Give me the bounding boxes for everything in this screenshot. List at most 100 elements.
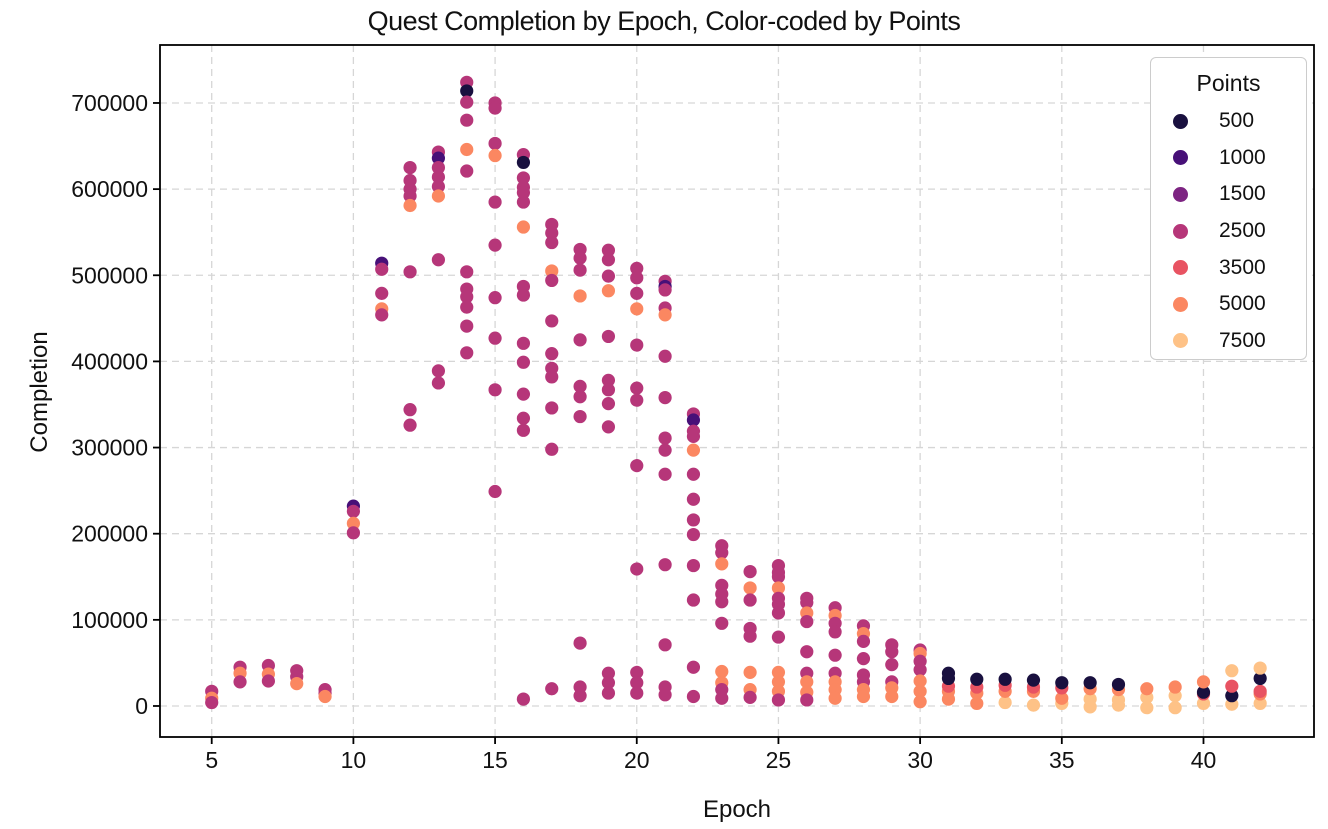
x-axis-label: Epoch	[702, 796, 772, 823]
scatter-point	[715, 595, 729, 609]
scatter-point	[800, 693, 814, 707]
scatter-point	[516, 195, 531, 209]
scatter-point	[630, 393, 644, 407]
scatter-point	[516, 185, 531, 200]
scatter-point	[573, 636, 587, 650]
scatter-point	[658, 467, 672, 481]
legend-entry-label: 2500	[1219, 219, 1266, 243]
scatter-point	[1055, 691, 1069, 705]
scatter-point	[403, 198, 417, 213]
scatter-point	[346, 516, 360, 530]
scatter-point	[573, 333, 587, 347]
scatter-point	[573, 263, 587, 277]
scatter-point	[545, 370, 559, 384]
scatter-point	[630, 665, 644, 679]
legend-title: Points	[1196, 70, 1261, 96]
scatter-point	[771, 630, 786, 644]
scatter-point	[545, 442, 559, 456]
x-tick-label: 20	[624, 747, 650, 773]
scatter-point	[205, 695, 219, 710]
scatter-point	[318, 689, 332, 704]
scatter-point	[800, 596, 814, 610]
scatter-point	[516, 288, 531, 302]
scatter-point	[573, 689, 587, 703]
scatter-point	[460, 95, 474, 109]
scatter-point	[715, 664, 729, 679]
scatter-point	[686, 593, 701, 607]
scatter-point	[601, 284, 616, 298]
scatter-point	[686, 413, 701, 427]
scatter-point	[488, 148, 502, 163]
scatter-point	[460, 142, 474, 157]
scatter-point	[233, 675, 247, 689]
x-tick-label: 25	[766, 747, 792, 773]
scatter-point	[1253, 671, 1267, 686]
scatter-point	[686, 660, 701, 674]
scatter-point	[516, 411, 531, 425]
scatter-point	[686, 443, 701, 457]
scatter-point	[715, 557, 729, 571]
scatter-point	[1225, 664, 1239, 678]
scatter-point	[516, 387, 531, 401]
scatter-point	[828, 625, 842, 639]
scatter-point	[885, 689, 899, 704]
scatter-point	[885, 658, 899, 672]
scatter-point	[1111, 677, 1126, 692]
legend-swatch-icon	[1173, 260, 1188, 276]
scatter-point	[856, 634, 871, 648]
scatter-point	[516, 155, 531, 170]
legend-swatch-icon	[1173, 223, 1188, 239]
legend-entry: 2500	[1151, 213, 1306, 250]
scatter-point	[431, 364, 446, 378]
legend-entry-label: 500	[1219, 109, 1255, 133]
scatter-point	[771, 606, 786, 620]
scatter-point	[658, 390, 672, 405]
y-tick-label: 500000	[71, 262, 148, 288]
scatter-point	[488, 195, 502, 209]
scatter-point	[630, 562, 644, 576]
legend-swatch-icon	[1173, 150, 1188, 166]
scatter-point	[488, 383, 502, 397]
legend-entry-label: 1000	[1219, 145, 1266, 169]
legend-entry: 1500	[1151, 176, 1306, 213]
scatter-point	[488, 484, 502, 499]
scatter-point	[828, 648, 842, 662]
scatter-point	[913, 663, 927, 677]
scatter-point	[686, 513, 701, 527]
scatter-point	[771, 693, 786, 707]
scatter-point	[1253, 696, 1267, 711]
scatter-point	[573, 251, 587, 265]
legend-swatch-icon	[1173, 186, 1188, 202]
scatter-point	[630, 261, 644, 275]
scatter-point	[1253, 684, 1267, 698]
scatter-point	[460, 346, 474, 360]
scatter-point	[403, 265, 417, 279]
scatter-point	[545, 314, 559, 328]
y-tick-label: 0	[135, 693, 148, 719]
scatter-point	[1168, 701, 1182, 715]
scatter-point	[743, 581, 757, 595]
scatter-point	[601, 253, 616, 267]
scatter-point	[686, 558, 701, 573]
legend: Points 500 1000 1500 2500 3500 5000 7500	[1150, 57, 1307, 360]
scatter-point	[545, 682, 559, 696]
scatter-point	[516, 171, 531, 185]
scatter-point	[545, 401, 559, 415]
scatter-point	[601, 373, 616, 387]
y-tick-label: 400000	[71, 348, 148, 374]
scatter-point	[998, 672, 1012, 686]
scatter-point	[1196, 675, 1211, 689]
scatter-point	[1055, 676, 1069, 690]
x-tick-label: 15	[482, 747, 508, 773]
scatter-point	[601, 686, 616, 700]
scatter-point	[743, 690, 757, 704]
legend-entry-label: 5000	[1219, 292, 1266, 316]
scatter-point	[970, 672, 984, 686]
x-tick-label: 30	[907, 747, 933, 773]
scatter-point	[885, 645, 899, 659]
scatter-point	[601, 383, 616, 397]
legend-entry-label: 3500	[1219, 255, 1266, 279]
scatter-point	[630, 338, 644, 352]
